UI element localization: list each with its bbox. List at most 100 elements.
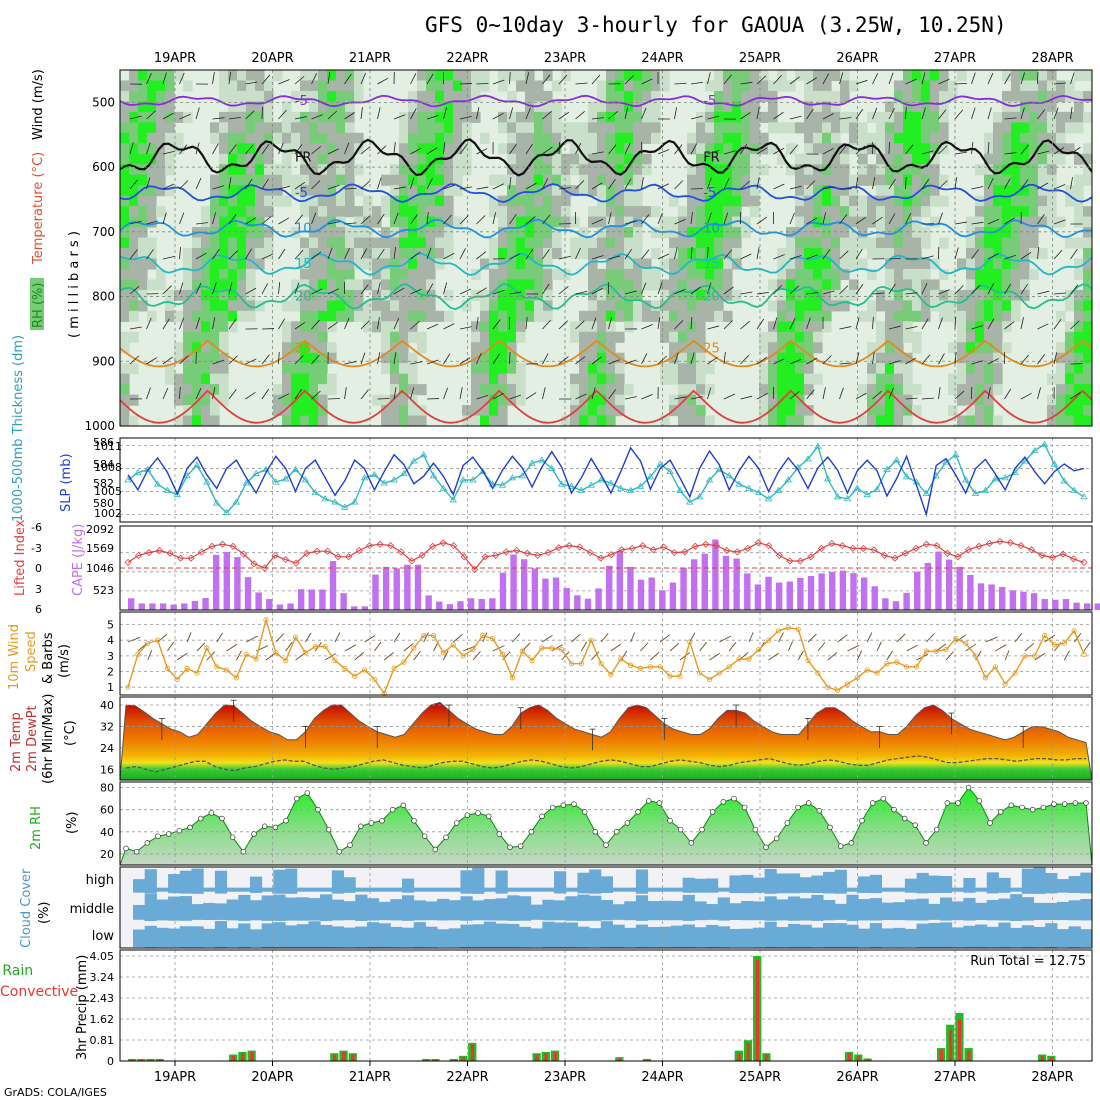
wind-barb bbox=[740, 143, 748, 155]
wind-barb bbox=[624, 359, 637, 365]
rh-cell bbox=[813, 248, 823, 260]
rh-cell bbox=[183, 111, 193, 123]
rh-cell bbox=[831, 300, 841, 312]
rh-cell bbox=[525, 111, 535, 123]
rh-cell bbox=[1083, 394, 1092, 406]
cloud-cell bbox=[413, 922, 426, 948]
rh-cell bbox=[903, 363, 913, 375]
rh-cell bbox=[579, 352, 589, 364]
thickness-series-marker bbox=[469, 476, 477, 483]
rh-cell bbox=[444, 248, 454, 260]
rh-cell bbox=[885, 331, 895, 343]
rh-cell bbox=[822, 185, 832, 197]
rh-cell bbox=[165, 111, 175, 123]
rh-cell bbox=[984, 415, 994, 426]
rh-cell bbox=[183, 248, 193, 260]
rh-cell bbox=[1011, 164, 1021, 176]
rh-cell bbox=[804, 237, 814, 249]
thickness-series-marker bbox=[518, 472, 526, 479]
rh-cell bbox=[804, 321, 814, 333]
rh-cell bbox=[813, 300, 823, 312]
cloud-cell bbox=[881, 887, 894, 892]
surface-wind-barb bbox=[817, 642, 826, 652]
cloud-cell bbox=[331, 870, 345, 894]
wind-barb bbox=[872, 73, 879, 85]
rh-cell bbox=[1074, 289, 1084, 301]
rh-cell bbox=[894, 405, 904, 417]
rh-cell bbox=[588, 289, 598, 301]
rh-cell bbox=[723, 310, 733, 322]
rh-cell bbox=[696, 248, 706, 260]
rh-cell bbox=[714, 248, 724, 260]
rh-cell bbox=[750, 101, 760, 113]
rh-cell bbox=[876, 122, 886, 134]
rh-cell bbox=[903, 279, 913, 291]
wind-barb bbox=[294, 355, 304, 365]
wind-barb bbox=[443, 142, 446, 155]
wind-barb bbox=[410, 214, 418, 225]
li-marker bbox=[786, 557, 794, 565]
rh-cell bbox=[876, 248, 886, 260]
rh-cell bbox=[624, 227, 634, 239]
rh-cell bbox=[903, 101, 913, 113]
rh-cell bbox=[894, 363, 904, 375]
rh-cell bbox=[858, 258, 868, 270]
cape-bar bbox=[956, 566, 963, 610]
rh-cell bbox=[471, 394, 481, 406]
rh-cell bbox=[498, 363, 508, 375]
rh-cell bbox=[192, 248, 202, 260]
rh-marker bbox=[635, 809, 641, 815]
rh-cell bbox=[867, 363, 877, 375]
wind-barb bbox=[327, 148, 339, 155]
rh-cell bbox=[921, 101, 931, 113]
rh-cell bbox=[606, 185, 616, 197]
rh-cell bbox=[606, 258, 616, 270]
surface-wind-barb bbox=[226, 643, 238, 652]
rh-cell bbox=[984, 195, 994, 207]
wind-barb bbox=[921, 72, 926, 85]
rh-cell bbox=[912, 153, 922, 165]
rh-cell bbox=[642, 268, 652, 281]
rh-cell bbox=[291, 279, 301, 291]
wind-barb bbox=[855, 284, 864, 295]
rh-cell bbox=[390, 185, 400, 197]
rh-cell bbox=[759, 132, 769, 144]
cloud-cell bbox=[226, 899, 239, 921]
wind-barb bbox=[987, 72, 994, 85]
rh-cell bbox=[156, 70, 166, 82]
rh-cell bbox=[840, 258, 850, 270]
rh-cell bbox=[381, 352, 391, 364]
li-marker bbox=[1059, 550, 1067, 558]
rh-cell bbox=[552, 143, 562, 155]
rh-cell bbox=[1011, 279, 1021, 291]
wind-barb bbox=[740, 81, 753, 85]
thickness-series-marker bbox=[607, 479, 615, 486]
rh-cell bbox=[777, 384, 787, 396]
rh-cell bbox=[228, 80, 238, 92]
rh-cell bbox=[318, 206, 328, 218]
rh-cell bbox=[345, 279, 355, 291]
cloud-cell bbox=[226, 928, 239, 948]
rh-cell bbox=[516, 185, 526, 197]
surface-wind-barb bbox=[167, 641, 175, 652]
cloud-cell bbox=[518, 926, 532, 948]
wind-barb bbox=[987, 387, 991, 400]
cloud-cell bbox=[869, 898, 882, 921]
rh-cell bbox=[543, 289, 553, 301]
cloud-cell bbox=[214, 870, 228, 894]
wind-barb bbox=[393, 387, 397, 400]
rh-cell bbox=[417, 331, 427, 343]
rh-cell bbox=[1020, 268, 1030, 281]
rh-cell bbox=[219, 122, 229, 134]
wind-barb bbox=[228, 177, 232, 190]
wind-barb bbox=[459, 387, 463, 400]
surface-wind-barb bbox=[955, 634, 967, 643]
wind-barb bbox=[509, 177, 512, 190]
li-marker bbox=[838, 542, 846, 550]
rh-cell bbox=[930, 153, 940, 165]
rh-cell bbox=[129, 237, 139, 249]
rh-cell bbox=[291, 363, 301, 375]
wind-barb bbox=[162, 72, 167, 85]
rh-cell bbox=[741, 132, 751, 144]
thickness-series-marker bbox=[400, 469, 408, 477]
